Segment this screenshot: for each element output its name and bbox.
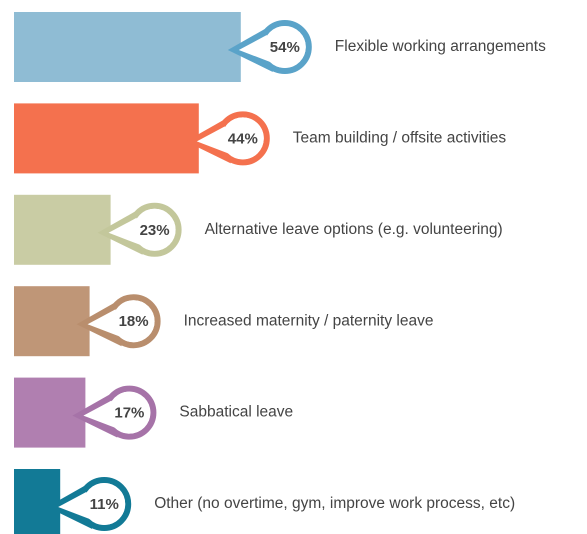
- category-label: Other (no overtime, gym, improve work pr…: [154, 495, 515, 512]
- bar: [14, 103, 199, 174]
- value-label: 44%: [228, 130, 258, 147]
- bubble-tail-inner: [238, 35, 273, 63]
- bar: [14, 194, 111, 265]
- value-label: 18%: [119, 313, 149, 330]
- bubble-inner: [263, 26, 306, 68]
- category-label: Team building / offsite activities: [293, 129, 507, 146]
- bubble-inner: [108, 391, 151, 434]
- bubble-inner: [112, 300, 155, 343]
- bar: [14, 469, 61, 534]
- bubble-inner: [83, 483, 126, 525]
- bubble-tail-inner: [87, 309, 122, 338]
- category-label: Sabbatical leave: [179, 404, 293, 421]
- bubble-tail-inner: [58, 492, 93, 520]
- bubble-tail-inner: [108, 217, 143, 246]
- category-label: Increased maternity / paternity leave: [184, 312, 434, 329]
- value-label: 54%: [270, 39, 300, 56]
- bubble-inner: [133, 208, 176, 251]
- bar: [14, 377, 86, 448]
- value-label: 11%: [90, 496, 119, 513]
- bubble-tail-inner: [196, 126, 231, 155]
- category-label: Flexible working arrangements: [335, 38, 546, 55]
- bar: [14, 12, 241, 82]
- bubble-inner: [221, 117, 264, 160]
- value-label: 23%: [140, 222, 170, 239]
- category-label: Alternative leave options (e.g. voluntee…: [205, 221, 503, 238]
- bar: [14, 286, 90, 357]
- bubble-tail-inner: [83, 400, 118, 429]
- value-label: 17%: [114, 405, 144, 422]
